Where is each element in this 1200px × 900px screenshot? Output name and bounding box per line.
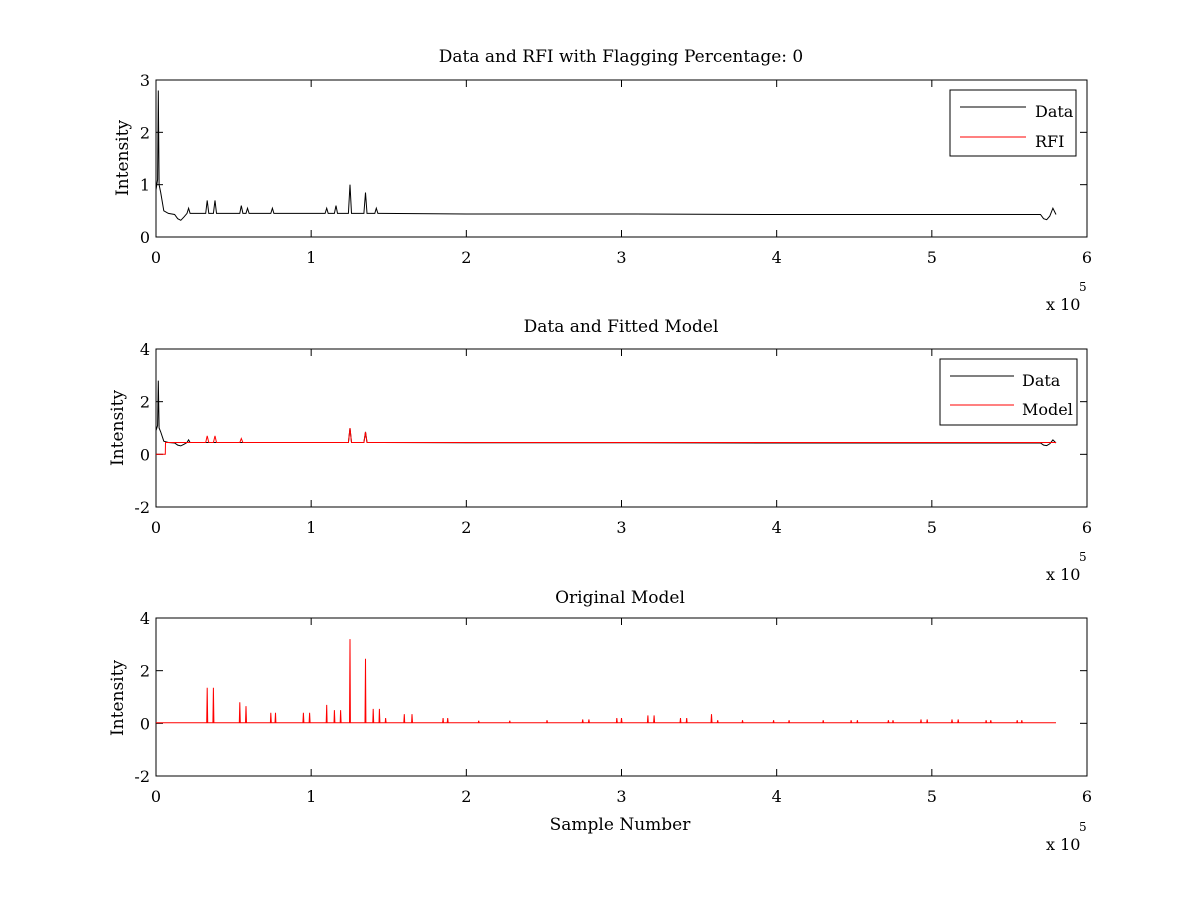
subplot-3-ytick-label: -2 [134, 767, 150, 786]
subplot-1-ylabel: Intensity [113, 120, 133, 196]
subplot-1: Data and RFI with Flagging Percentage: 0… [113, 47, 1092, 314]
subplot-3-xtick-label: 4 [772, 787, 782, 806]
subplot-3-yticks: -2 0 2 4 [134, 609, 1087, 786]
subplot-3-xlabel: Sample Number [550, 815, 692, 835]
subplot-3-series-model-line [156, 639, 1056, 724]
subplot-2-axes-frame [155, 348, 1088, 508]
subplot-2-xtick-label: 0 [151, 518, 161, 537]
subplot-1-ytick-label: 2 [140, 123, 150, 142]
subplot-1-xtick-label: 5 [927, 248, 937, 267]
subplot-1-xtick-label: 6 [1082, 248, 1092, 267]
subplot-1-title: Data and RFI with Flagging Percentage: 0 [439, 47, 803, 67]
subplot-2-xticks: 0 1 2 3 4 5 6 [151, 349, 1092, 537]
subplot-2-xtick-label: 4 [772, 518, 782, 537]
subplot-3-xtick-label: 2 [461, 787, 471, 806]
subplot-1-x-multiplier: x 10 [1046, 295, 1080, 314]
subplot-2-yticks: -2 0 2 4 [134, 340, 1087, 517]
subplot-3-series [156, 639, 1056, 724]
subplot-2-xtick-label: 2 [461, 518, 471, 537]
subplot-3-xtick-label: 3 [616, 787, 626, 806]
subplot-1-legend-box [949, 89, 1077, 157]
subplot-2-ylabel: Intensity [108, 390, 128, 466]
subplot-2-xtick-label: 6 [1082, 518, 1092, 537]
subplot-2-title: Data and Fitted Model [524, 317, 719, 337]
subplot-3-x-multiplier-exponent: 5 [1079, 820, 1087, 834]
subplot-2-ytick-label: 2 [140, 393, 150, 412]
subplot-3-ytick-label: 4 [140, 609, 150, 628]
subplot-3-xtick-label: 0 [151, 787, 161, 806]
subplot-1-xtick-label: 1 [306, 248, 316, 267]
subplot-2-legend-box [939, 358, 1078, 426]
subplot-2-xtick-label: 1 [306, 518, 316, 537]
subplot-1-axes-frame [155, 79, 1088, 238]
subplot-2-series [155, 380, 1057, 455]
subplot-1-series-data-line [155, 90, 1057, 221]
subplot-3-ylabel: Intensity [108, 660, 128, 736]
subplot-1-xtick-label: 4 [772, 248, 782, 267]
subplot-3-xtick-label: 1 [306, 787, 316, 806]
subplot-1-legend: Data RFI [949, 89, 1077, 157]
subplot-1-xtick-label: 0 [151, 248, 161, 267]
subplot-3-title: Original Model [555, 588, 685, 608]
subplot-2-x-multiplier-exponent: 5 [1079, 550, 1087, 564]
subplot-2-legend: Data Model [939, 358, 1078, 426]
subplot-1-legend-data-label: Data [1035, 102, 1074, 121]
subplot-3-axes-frame [155, 617, 1088, 777]
subplot-2-series-model-line [156, 427, 1056, 455]
subplot-1-ytick-label: 1 [140, 176, 150, 195]
subplot-1-xtick-label: 2 [461, 248, 471, 267]
subplot-1-legend-rfi-label: RFI [1035, 132, 1064, 151]
subplot-2-x-multiplier: x 10 [1046, 565, 1080, 584]
subplot-1-xticks: 0 1 2 3 4 5 6 [151, 80, 1092, 267]
subplot-2-ytick-label: -2 [134, 498, 150, 517]
subplot-1-series [155, 90, 1057, 221]
subplot-2-legend-data-label: Data [1022, 371, 1061, 390]
subplot-2-legend-model-label: Model [1022, 400, 1073, 419]
subplot-1-x-multiplier-exponent: 5 [1079, 280, 1087, 294]
subplot-3-xtick-label: 6 [1082, 787, 1092, 806]
subplot-3-ytick-label: 2 [140, 662, 150, 681]
subplot-1-ytick-label: 0 [140, 228, 150, 247]
subplot-2-xtick-label: 5 [927, 518, 937, 537]
subplot-3-xtick-label: 5 [927, 787, 937, 806]
subplot-3-xticks: 0 1 2 3 4 5 6 [151, 618, 1092, 806]
subplot-3-ytick-label: 0 [140, 714, 150, 733]
subplot-3-x-multiplier: x 10 [1046, 835, 1080, 854]
subplot-2-ytick-label: 4 [140, 340, 150, 359]
subplot-2-ytick-label: 0 [140, 445, 150, 464]
subplot-2-xtick-label: 3 [616, 518, 626, 537]
subplot-1-ytick-label: 3 [140, 71, 150, 90]
subplot-1-xtick-label: 3 [616, 248, 626, 267]
